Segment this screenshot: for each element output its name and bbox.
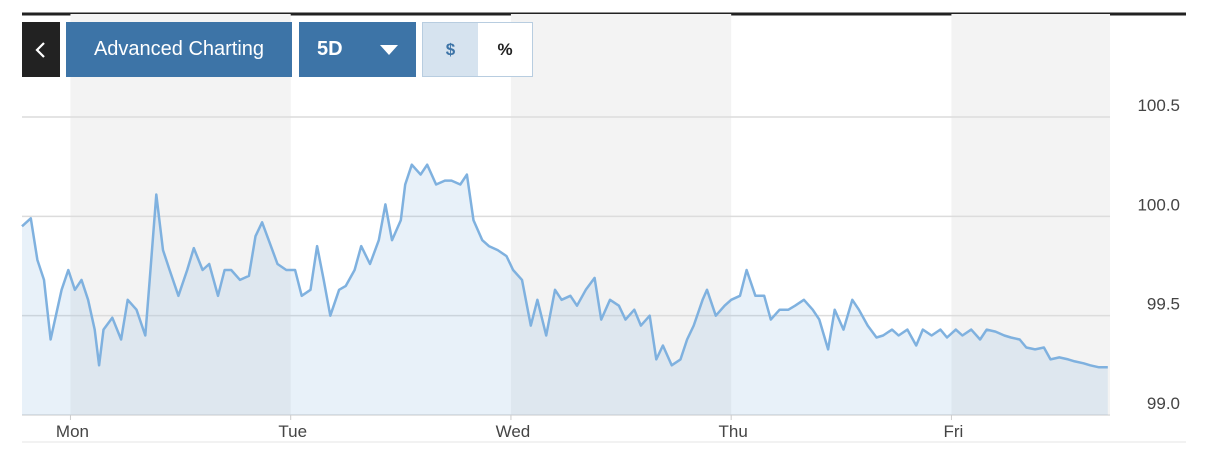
toggle-label: $: [445, 39, 456, 59]
y-tick-label: 99.5: [1147, 295, 1180, 314]
button-label: Advanced Charting: [93, 38, 265, 60]
toggle-label: %: [497, 39, 513, 59]
area: [22, 164, 1108, 415]
line: [21, 163, 1108, 369]
day-band: [510, 14, 732, 415]
range-label: 5D: [317, 38, 343, 60]
x-tick-label: Mon: [56, 422, 89, 441]
y-tick-label: 99.0: [1147, 394, 1180, 413]
advanced-charting-button[interactable]: Advanced Charting: [66, 22, 292, 77]
back-button[interactable]: [22, 22, 60, 77]
y-tick-label: 100.5: [1137, 96, 1180, 115]
y-tick-label: 100.0: [1137, 195, 1180, 214]
x-tick-label: Wed: [496, 422, 531, 441]
back-icon: [35, 41, 45, 58]
x-tick-label: Fri: [944, 422, 964, 441]
dropdown-arrow: [380, 44, 398, 55]
x-tick-label: Tue: [278, 422, 307, 441]
dollar-toggle[interactable]: $: [422, 22, 479, 77]
percent-toggle[interactable]: %: [478, 22, 533, 77]
x-tick-label: Thu: [719, 422, 748, 441]
range-dropdown[interactable]: 5D: [299, 22, 416, 77]
day-band: [70, 14, 291, 415]
